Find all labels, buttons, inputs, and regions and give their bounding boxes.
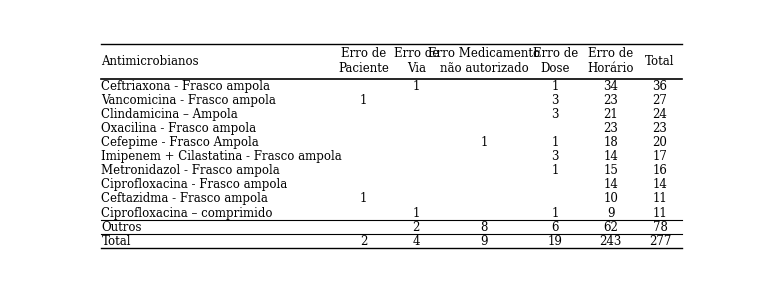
Text: 10: 10 [604, 192, 618, 205]
Text: 9: 9 [607, 207, 614, 220]
Text: 1: 1 [481, 136, 488, 149]
Text: 1: 1 [360, 192, 367, 205]
Text: Antimicrobianos: Antimicrobianos [102, 55, 199, 68]
Text: Cefepime - Frasco Ampola: Cefepime - Frasco Ampola [102, 136, 259, 149]
Text: 243: 243 [600, 235, 622, 248]
Text: Erro Medicamento
não autorizado: Erro Medicamento não autorizado [428, 47, 540, 75]
Text: Ciprofloxacina – comprimido: Ciprofloxacina – comprimido [102, 207, 273, 220]
Text: 14: 14 [604, 150, 618, 163]
Text: 14: 14 [652, 178, 668, 191]
Text: 11: 11 [652, 192, 668, 205]
Text: Erro de
Dose: Erro de Dose [533, 47, 578, 75]
Text: 36: 36 [652, 80, 668, 93]
Text: Total: Total [646, 55, 675, 68]
Text: 20: 20 [652, 136, 668, 149]
Text: 14: 14 [604, 178, 618, 191]
Text: Imipenem + Cilastatina - Frasco ampola: Imipenem + Cilastatina - Frasco ampola [102, 150, 342, 163]
Text: 34: 34 [604, 80, 618, 93]
Text: 62: 62 [604, 221, 618, 234]
Text: 3: 3 [552, 150, 559, 163]
Text: 2: 2 [413, 221, 420, 234]
Text: 21: 21 [604, 108, 618, 121]
Text: 9: 9 [481, 235, 488, 248]
Text: Erro de
Paciente: Erro de Paciente [338, 47, 389, 75]
Text: 1: 1 [552, 136, 558, 149]
Text: Ciprofloxacina - Frasco ampola: Ciprofloxacina - Frasco ampola [102, 178, 288, 191]
Text: Oxacilina - Frasco ampola: Oxacilina - Frasco ampola [102, 122, 257, 135]
Text: 15: 15 [604, 164, 618, 177]
Text: 11: 11 [652, 207, 668, 220]
Text: 27: 27 [652, 94, 668, 107]
Text: 19: 19 [548, 235, 562, 248]
Text: 1: 1 [360, 94, 367, 107]
Text: 78: 78 [652, 221, 668, 234]
Text: 18: 18 [604, 136, 618, 149]
Text: Ceftazidma - Frasco ampola: Ceftazidma - Frasco ampola [102, 192, 268, 205]
Text: Erro de
Horário: Erro de Horário [588, 47, 634, 75]
Text: 17: 17 [652, 150, 668, 163]
Text: 8: 8 [481, 221, 488, 234]
Text: Outros: Outros [102, 221, 142, 234]
Text: 23: 23 [604, 122, 618, 135]
Text: 23: 23 [604, 94, 618, 107]
Text: 277: 277 [649, 235, 672, 248]
Text: 2: 2 [360, 235, 367, 248]
Text: 6: 6 [552, 221, 559, 234]
Text: 1: 1 [552, 207, 558, 220]
Text: 4: 4 [413, 235, 420, 248]
Text: 23: 23 [652, 122, 668, 135]
Text: Vancomicina - Frasco ampola: Vancomicina - Frasco ampola [102, 94, 277, 107]
Text: Metronidazol - Frasco ampola: Metronidazol - Frasco ampola [102, 164, 280, 177]
Text: Total: Total [102, 235, 131, 248]
Text: Clindamicina – Ampola: Clindamicina – Ampola [102, 108, 238, 121]
Text: 24: 24 [652, 108, 668, 121]
Text: Ceftriaxona - Frasco ampola: Ceftriaxona - Frasco ampola [102, 80, 270, 93]
Text: 3: 3 [552, 94, 559, 107]
Text: 16: 16 [652, 164, 668, 177]
Text: Erro de
Via: Erro de Via [393, 47, 439, 75]
Text: 1: 1 [413, 80, 420, 93]
Text: 1: 1 [413, 207, 420, 220]
Text: 1: 1 [552, 80, 558, 93]
Text: 3: 3 [552, 108, 559, 121]
Text: 1: 1 [552, 164, 558, 177]
